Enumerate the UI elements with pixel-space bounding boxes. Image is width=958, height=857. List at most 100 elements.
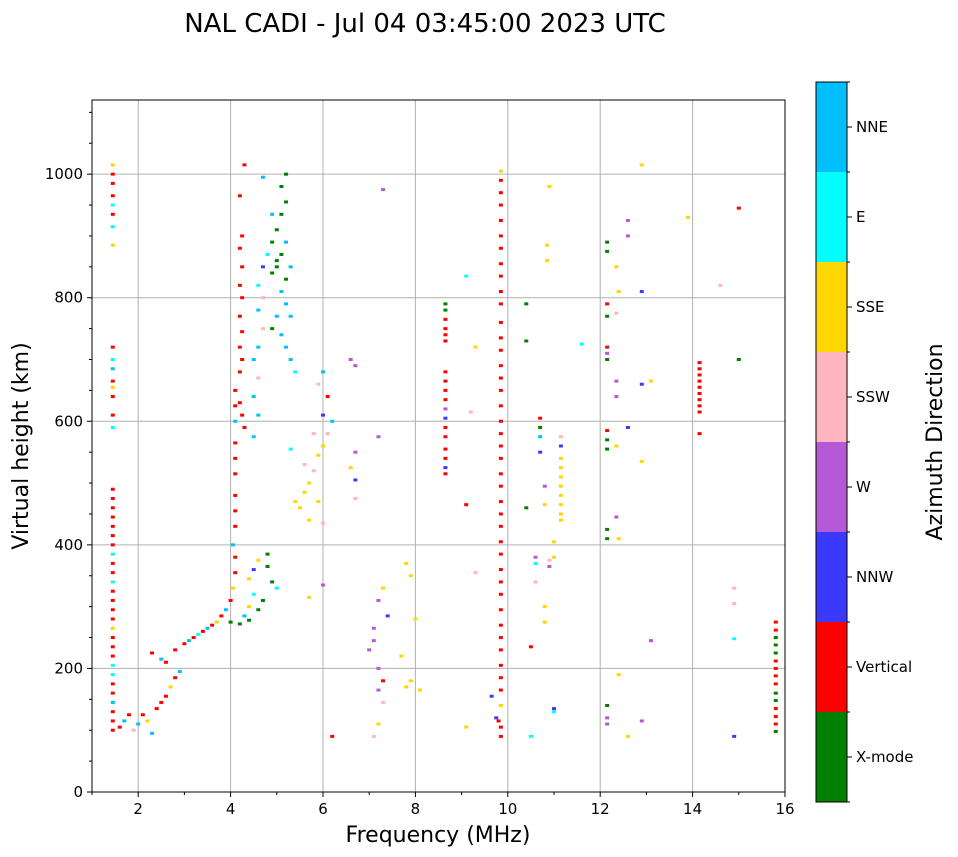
colorbar-segment [816,532,847,622]
data-point [279,252,284,256]
data-point [233,441,238,445]
data-point [538,416,543,420]
data-point [251,395,256,399]
data-point [110,719,115,723]
data-point [110,617,115,621]
data-point [150,731,155,735]
data-point [376,435,381,439]
data-point [498,484,503,488]
data-point [110,163,115,167]
data-point [270,240,275,244]
data-point [210,623,215,627]
data-point [605,716,610,720]
data-point [498,725,503,729]
data-point [558,484,563,488]
x-tick-label: 14 [683,800,702,818]
data-point [159,700,164,704]
data-point [110,534,115,538]
data-point [274,259,279,263]
data-point [311,469,316,473]
data-point [110,497,115,501]
data-point [110,728,115,732]
data-point [321,583,325,587]
data-point [545,259,550,263]
data-point [605,314,610,318]
data-point [498,500,503,504]
data-point [260,175,265,179]
colorbar-segment [816,82,847,172]
data-point [558,444,563,448]
data-point [110,654,115,658]
data-point [558,456,563,460]
x-tick-label: 16 [775,800,794,818]
colorbar-segment [816,712,847,802]
y-tick-label: 800 [54,289,83,307]
data-point [237,283,242,287]
data-point [558,518,563,522]
data-point [110,487,115,491]
colorbar-tick-label: E [856,208,865,226]
data-point [240,358,245,361]
data-point [242,425,247,429]
data-point [256,308,261,312]
data-point [498,348,503,352]
data-point [538,435,543,439]
data-point [182,642,187,646]
data-point [270,212,275,216]
data-point [468,410,473,414]
data-point [498,218,503,222]
data-point [524,302,529,306]
data-point [353,497,358,501]
data-point [307,518,312,522]
data-point [614,395,619,399]
data-point [443,379,448,383]
data-point [616,537,621,541]
data-point [773,628,778,632]
data-point [605,358,610,361]
data-point [260,327,265,331]
data-point [605,537,610,541]
data-point [110,580,115,584]
data-point [205,626,210,630]
data-point [498,203,503,207]
colorbar-tick-label: NNW [856,568,893,586]
data-point [110,645,115,649]
data-point [614,311,619,315]
data-point [274,228,279,232]
data-point [605,527,610,531]
data-point [110,385,115,389]
colorbar-segment [816,622,847,712]
data-point [773,682,778,686]
data-point [443,308,448,312]
data-point [256,608,261,612]
data-point [524,506,529,510]
data-point [498,648,503,652]
axes-frame [91,99,786,793]
data-point [321,521,325,525]
data-point [639,719,644,723]
y-tick-label: 200 [54,659,83,677]
data-point [498,364,503,368]
data-point [265,552,270,556]
data-point [498,336,503,340]
data-point [110,571,115,575]
data-point [697,398,702,402]
data-point [110,608,115,612]
data-point [773,659,778,663]
data-point [605,345,610,349]
data-point [381,679,386,683]
data-point [552,555,556,559]
data-point [498,191,503,195]
data-point [498,623,503,627]
data-point [110,663,115,667]
data-point [256,345,261,349]
data-point [233,419,238,423]
data-point [240,296,245,300]
data-point [614,265,619,269]
data-point [496,719,501,723]
data-point [736,358,741,361]
data-point [154,707,159,711]
data-point [279,290,284,294]
data-point [498,608,503,612]
data-point [528,734,533,738]
